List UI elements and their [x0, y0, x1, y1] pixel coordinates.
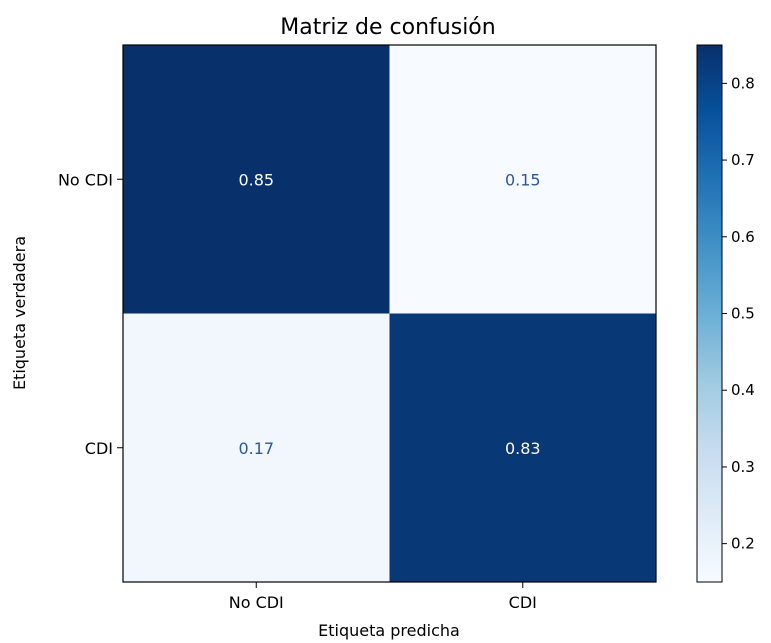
heatmap-cell [123, 313, 390, 582]
y-axis-label: Etiqueta verdadera [10, 236, 29, 390]
heatmap-cells: 0.85 0.15 0.17 0.83 [123, 45, 656, 582]
cell-value-label: 0.15 [505, 170, 541, 189]
colorbar [696, 44, 723, 583]
heatmap-cell [123, 45, 390, 314]
x-axis-label: Etiqueta predicha [318, 621, 460, 640]
y-tick-label: CDI [85, 439, 113, 458]
x-axis-ticks: No CDI CDI [229, 582, 537, 612]
heatmap-cell [389, 45, 656, 314]
y-tick-label: No CDI [58, 170, 113, 189]
plot-frame [122, 44, 657, 583]
colorbar-ticks: 0.2 0.3 0.4 0.5 0.6 0.7 0.8 [722, 74, 755, 553]
y-axis-ticks: No CDI CDI [58, 170, 123, 458]
cell-value-label: 0.17 [238, 439, 274, 458]
x-tick-label: No CDI [229, 593, 284, 612]
colorbar-tick-label: 0.8 [731, 74, 755, 92]
x-tick-label: CDI [509, 593, 537, 612]
cell-value-label: 0.83 [505, 439, 541, 458]
colorbar-tick-label: 0.5 [731, 305, 755, 323]
cell-value-label: 0.85 [238, 170, 274, 189]
colorbar-tick-label: 0.7 [731, 151, 755, 169]
colorbar-tick-label: 0.3 [731, 458, 755, 476]
colorbar-tick-label: 0.4 [731, 381, 755, 399]
colorbar-tick-label: 0.2 [731, 535, 755, 553]
heatmap-cell [389, 313, 656, 582]
colorbar-tick-label: 0.6 [731, 228, 755, 246]
chart-title: Matriz de confusión [280, 15, 495, 40]
